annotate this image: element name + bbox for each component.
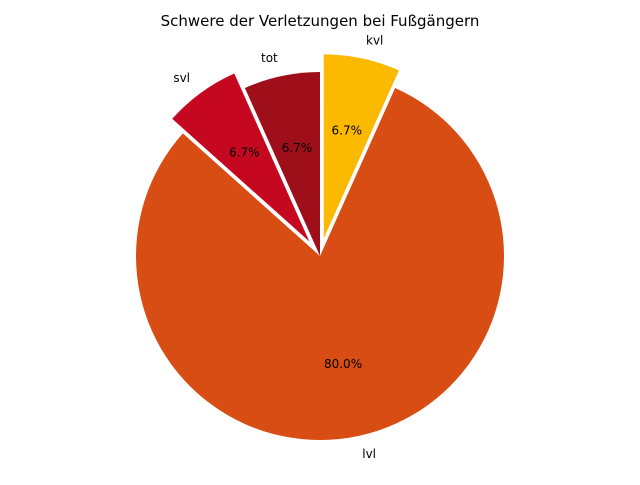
- slice-label-tot: tot: [261, 51, 278, 65]
- slice-label-svl: svl: [173, 71, 190, 85]
- pie-slice-kvl: [323, 54, 399, 239]
- pie-labels: kvl 6.7% lvl 80.0% svl 6.7% tot 6.7%: [173, 33, 383, 460]
- pct-label-lvl: 80.0%: [324, 357, 362, 371]
- pie-slice-tot: [244, 72, 320, 256]
- chart-title: Schwere der Verletzungen bei Fußgängern: [161, 12, 480, 30]
- pct-label-tot: 6.7%: [282, 141, 313, 155]
- slice-label-lvl: lvl: [362, 447, 376, 461]
- pie-slices: [135, 54, 504, 440]
- pie-slice-svl: [172, 73, 310, 242]
- pct-label-svl: 6.7%: [229, 145, 260, 159]
- slice-label-kvl: kvl: [366, 33, 383, 47]
- pct-label-kvl: 6.7%: [332, 123, 363, 137]
- pie-slice-lvl: [135, 88, 504, 440]
